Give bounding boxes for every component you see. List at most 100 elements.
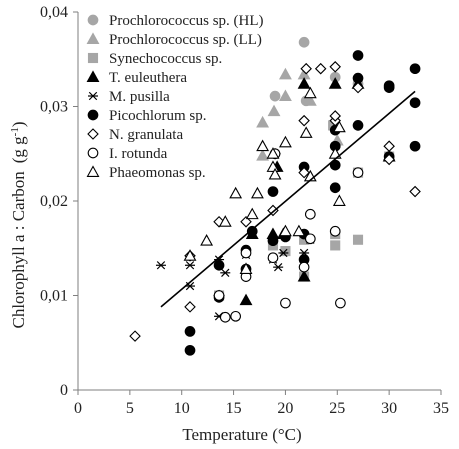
series-t-euleuthera xyxy=(239,77,396,306)
data-i-rotunda-point xyxy=(240,247,252,259)
data-n-granulata-point xyxy=(352,81,364,94)
data-picochlorum-sp-point xyxy=(409,97,421,109)
data-n-granulata-point xyxy=(298,166,310,179)
data-m-pusilla-point xyxy=(220,268,231,277)
data-picochlorum-sp-point xyxy=(213,259,225,271)
legend-swatch-synechococcus-sp-point xyxy=(87,52,99,64)
x-tick-label: 20 xyxy=(277,400,293,417)
x-tick-label: 5 xyxy=(126,400,134,417)
data-picochlorum-sp-point xyxy=(184,344,196,356)
data-i-rotunda-point xyxy=(267,252,279,264)
data-phaeomonas-sp-point xyxy=(278,224,292,237)
x-tick-label: 0 xyxy=(74,400,82,417)
data-n-granulata-point xyxy=(383,140,395,152)
legend-swatch-m-pusilla-point xyxy=(88,91,98,101)
x-axis-title: Temperature (°C) xyxy=(182,425,301,444)
legend-item: Prochlorococcus sp. (LL) xyxy=(86,32,262,48)
legend-label: Phaeomonas sp. xyxy=(109,165,206,181)
data-i-rotunda-point xyxy=(280,297,291,309)
data-picochlorum-sp-point xyxy=(329,182,341,194)
legend-swatch-i-rotunda-point xyxy=(87,147,99,159)
data-t-euleuthera-point xyxy=(297,77,311,89)
data-phaeomonas-sp-point xyxy=(256,139,270,152)
data-n-granulata-point xyxy=(329,61,341,73)
y-tick-label: 0,02 xyxy=(40,193,68,210)
data-n-granulata-point xyxy=(298,114,310,127)
data-m-pusilla-point xyxy=(185,261,196,270)
legend-item: Picochlorum sp. xyxy=(87,108,207,124)
data-phaeomonas-sp-point xyxy=(183,249,197,261)
y-axis-unit-prefix: (g g xyxy=(9,136,28,163)
y-tick-label: 0,01 xyxy=(40,288,68,305)
data-n-granulata-point xyxy=(129,330,141,342)
data-picochlorum-sp-point xyxy=(184,326,196,337)
data-picochlorum-sp-point xyxy=(267,186,279,197)
data-prochlorococcus-sp-ll-point xyxy=(267,104,281,117)
data-m-pusilla-point xyxy=(155,261,166,270)
data-phaeomonas-sp-point xyxy=(299,126,313,138)
data-i-rotunda-point xyxy=(304,208,316,220)
data-n-granulata-point xyxy=(409,185,421,198)
legend-label: Prochlorococcus sp. (LL) xyxy=(109,32,262,48)
axes: 0 5 10 15 20 25 30 35 0 0,01 0,02 0,03 0,04 xyxy=(40,4,449,417)
data-i-rotunda-point xyxy=(230,310,241,322)
legend-swatch-n-granulata-point xyxy=(87,128,99,140)
legend-item: I. rotunda xyxy=(87,146,168,162)
legend-swatch-phaeomonas-sp-point xyxy=(86,165,100,177)
data-prochlorococcus-sp-hl-point xyxy=(298,36,310,48)
y-tick-label: 0,04 xyxy=(40,4,68,21)
data-picochlorum-sp-point xyxy=(409,140,421,152)
data-phaeomonas-sp-point xyxy=(266,160,280,172)
legend-label: N. granulata xyxy=(109,127,183,143)
x-tick-label: 15 xyxy=(226,400,242,417)
trend-line xyxy=(160,90,416,308)
data-prochlorococcus-sp-ll-point xyxy=(303,94,317,106)
data-n-granulata-point xyxy=(300,62,312,75)
y-axis-title-main: Chlorophyll a : Carbon xyxy=(9,171,28,329)
data-prochlorococcus-sp-ll-point xyxy=(278,89,292,102)
plot-data-layer xyxy=(129,36,421,356)
data-phaeomonas-sp-point xyxy=(245,207,259,220)
data-prochlorococcus-sp-ll-point xyxy=(256,115,270,128)
data-phaeomonas-sp-point xyxy=(218,215,232,227)
legend-item: Synechococcus sp. xyxy=(87,51,222,67)
data-n-granulata-point xyxy=(329,110,341,122)
data-phaeomonas-sp-point xyxy=(303,86,317,99)
data-prochlorococcus-sp-ll-point xyxy=(278,67,292,80)
legend-item: Phaeomonas sp. xyxy=(86,165,206,181)
legend-swatch-t-euleuthera-point xyxy=(86,70,100,82)
data-phaeomonas-sp-point xyxy=(229,186,243,199)
legend-swatch-prochlorococcus-sp-hl-point xyxy=(87,14,99,26)
data-t-euleuthera-point xyxy=(328,77,342,89)
data-phaeomonas-sp-point xyxy=(200,234,214,246)
data-picochlorum-sp-point xyxy=(352,72,364,84)
series-picochlorum-sp xyxy=(184,50,421,356)
y-axis-unit-suffix: ) xyxy=(9,122,28,128)
y-tick-label: 0 xyxy=(60,382,68,399)
series-n-granulata xyxy=(129,61,421,342)
x-tick-label: 35 xyxy=(433,400,449,417)
data-prochlorococcus-sp-ll-point xyxy=(256,149,270,161)
x-tick-label: 25 xyxy=(329,400,345,417)
y-axis-title: Chlorophyll a : Carbon (g g-1) xyxy=(9,122,28,329)
legend-label: T. euleuthera xyxy=(109,70,187,86)
data-i-rotunda-point xyxy=(213,290,225,301)
data-phaeomonas-sp-point xyxy=(292,224,306,237)
series-phaeomonas-sp xyxy=(183,86,346,274)
data-prochlorococcus-sp-hl-point xyxy=(269,90,281,102)
data-i-rotunda-point xyxy=(335,297,346,309)
data-picochlorum-sp-point xyxy=(352,120,364,131)
data-i-rotunda-point xyxy=(329,225,341,237)
data-phaeomonas-sp-point xyxy=(266,147,280,159)
legend-item: N. granulata xyxy=(87,127,183,143)
data-picochlorum-sp-point xyxy=(409,63,421,75)
data-i-rotunda-point xyxy=(298,261,310,273)
data-i-rotunda-point xyxy=(352,167,364,178)
legend-label: Synechococcus sp. xyxy=(109,51,222,67)
data-n-granulata-point xyxy=(240,216,252,228)
data-t-euleuthera-point xyxy=(297,269,311,282)
data-i-rotunda-point xyxy=(219,311,231,323)
data-phaeomonas-sp-point xyxy=(250,186,264,199)
legend-item: T. euleuthera xyxy=(86,70,187,86)
data-picochlorum-sp-point xyxy=(352,50,364,61)
